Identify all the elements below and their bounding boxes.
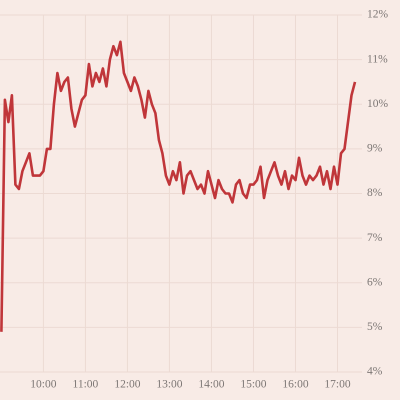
y-tick-label: 4% (367, 366, 383, 378)
y-tick-label: 12% (367, 9, 389, 21)
y-tick-label: 8% (367, 187, 383, 199)
x-tick-label: 16:00 (282, 379, 308, 391)
y-tick-label: 7% (367, 232, 383, 244)
x-tick-label: 11:00 (73, 379, 99, 391)
y-tick-label: 6% (367, 276, 383, 288)
y-tick-label: 5% (367, 321, 383, 333)
x-tick-label: 15:00 (240, 379, 266, 391)
y-tick-label: 10% (367, 98, 389, 110)
x-tick-label: 13:00 (156, 379, 182, 391)
x-tick-label: 14:00 (198, 379, 224, 391)
y-tick-label: 9% (367, 143, 383, 155)
y-tick-label: 11% (367, 53, 388, 65)
x-tick-label: 10:00 (30, 379, 56, 391)
x-tick-label: 17:00 (324, 379, 350, 391)
x-tick-label: 12:00 (114, 379, 140, 391)
line-series (0, 40, 357, 332)
